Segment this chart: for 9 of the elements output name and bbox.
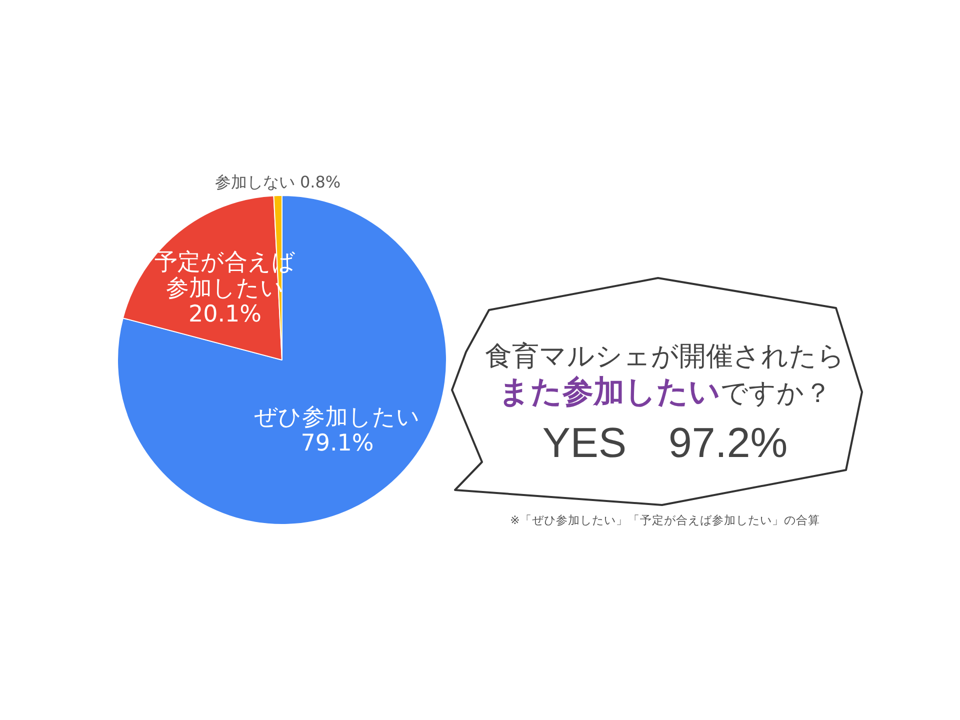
data-label: 20.1% (188, 302, 262, 328)
text: また参加したい (498, 374, 720, 410)
text: 食育マルシェが開催されたら (485, 341, 845, 372)
text: YES 97.2% (542, 418, 788, 466)
slice-label: 参加しない 0.8% (214, 172, 341, 192)
data-label: 79.1% (300, 430, 374, 457)
text: ですか？ (720, 378, 832, 408)
slice-label: ぜひ参加したい (254, 404, 420, 431)
text: ※「ぜひ参加したい」「予定が合えば参加したい」の合算 (510, 512, 820, 526)
